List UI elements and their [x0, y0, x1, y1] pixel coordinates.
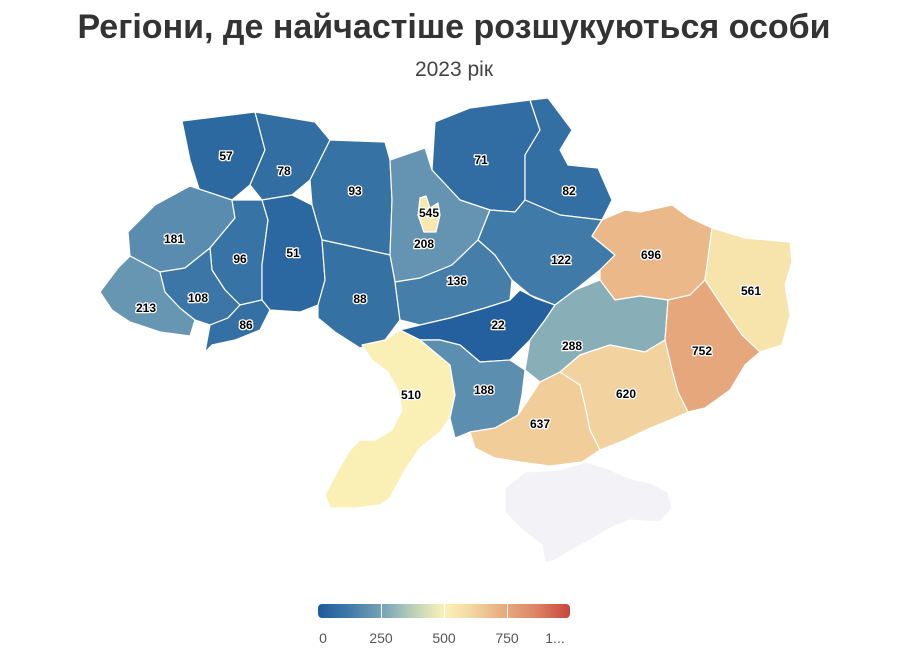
region-value-label-rivne: 78	[277, 164, 291, 178]
legend-tick	[444, 604, 445, 618]
region-value-label-khmelnytskyi: 51	[286, 246, 300, 260]
region-value-label-dnipropetrovsk: 288	[562, 339, 582, 353]
region-crimea[interactable]	[504, 461, 673, 564]
region-value-label-chernihiv: 71	[474, 153, 488, 167]
region-value-label-kherson: 637	[530, 417, 550, 431]
region-value-label-odesa: 510	[401, 388, 421, 402]
region-zakarpattia[interactable]	[99, 255, 196, 337]
region-khmelnytskyi[interactable]	[261, 194, 326, 313]
region-value-label-kyiv-oblast: 208	[414, 237, 434, 251]
legend-tick	[381, 604, 382, 618]
region-value-label-zakarpattia: 213	[136, 301, 156, 315]
region-cherkasy[interactable]	[394, 239, 513, 326]
legend-label-750: 750	[495, 630, 519, 646]
region-value-label-volyn: 57	[219, 149, 233, 163]
region-odesa[interactable]	[324, 329, 456, 509]
region-value-label-chernivtsi: 86	[239, 318, 253, 332]
region-kyiv-city[interactable]	[417, 195, 441, 233]
ukraine-map: 57 78 93 71 82 545 208 181 96 51 88 136 122 696 561 213…	[99, 97, 793, 564]
region-value-label-luhansk: 561	[741, 284, 761, 298]
legend-label-500: 500	[432, 630, 456, 646]
region-value-label-kyiv-city: 545	[419, 206, 439, 220]
legend-label-max: 1...	[545, 630, 565, 646]
region-value-label-donetsk: 752	[692, 344, 712, 358]
region-value-label-ivano-frankivsk: 108	[188, 291, 208, 305]
region-zaporizhzhia[interactable]	[559, 339, 689, 451]
region-value-label-vinnytsia: 88	[353, 292, 367, 306]
region-value-label-zhytomyr: 93	[348, 184, 362, 198]
region-value-label-ternopil: 96	[233, 252, 247, 266]
region-value-label-kharkiv: 696	[641, 248, 661, 262]
map-title: Регіони, де найчастіше розшукуються особ…	[77, 8, 831, 46]
legend-label-0: 0	[319, 630, 327, 646]
legend-tick	[507, 604, 508, 618]
color-legend	[318, 604, 570, 618]
region-value-label-cherkasy: 136	[447, 274, 467, 288]
region-value-label-zaporizhzhia: 620	[616, 387, 636, 401]
map-subtitle: 2023 рік	[414, 58, 494, 81]
region-value-label-poltava: 122	[551, 253, 571, 267]
region-value-label-sumy: 82	[562, 184, 576, 198]
region-chernivtsi[interactable]	[204, 299, 271, 353]
legend-label-250: 250	[369, 630, 393, 646]
region-value-label-mykolaiv: 188	[474, 383, 494, 397]
region-sumy[interactable]	[524, 97, 613, 221]
region-labels: 57 78 93 71 82 545 208 181 96 51 88 136 122 696 561 213…	[135, 148, 763, 433]
region-value-label-kirovohrad: 22	[491, 318, 505, 332]
region-value-label-lviv: 181	[164, 232, 184, 246]
